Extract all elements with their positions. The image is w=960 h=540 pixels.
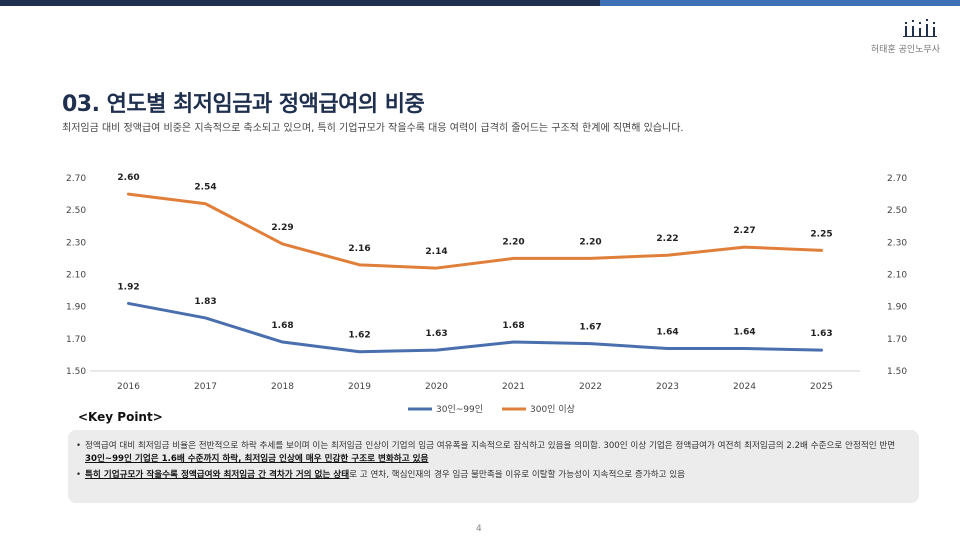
data-label: 2.22 <box>656 234 678 244</box>
y-tick-label-right: 2.10 <box>887 271 907 281</box>
y-tick-label-right: 2.70 <box>887 174 907 184</box>
data-label: 1.68 <box>271 321 293 331</box>
key-point-text: 정액급여 대비 최저임금 비율은 전반적으로 하락 추세를 보이며 이는 최저임… <box>85 441 896 451</box>
firm-name: 허태훈 공인노무사 <box>870 45 940 55</box>
data-label: 2.29 <box>271 223 293 233</box>
y-tick-label-right: 1.50 <box>887 367 907 377</box>
page-title: 03. 연도별 최저임금과 정액급여의 비중 <box>62 92 425 117</box>
y-tick-label-left: 1.50 <box>66 367 86 377</box>
y-tick-label-right: 1.90 <box>887 303 907 313</box>
data-label: 1.62 <box>348 331 370 341</box>
key-point-box: • 정액급여 대비 최저임금 비율은 전반적으로 하락 추세를 보이며 이는 최… <box>68 430 919 503</box>
x-tick-label: 2022 <box>579 382 602 392</box>
series-line-2 <box>127 192 823 270</box>
legend-label: 300인 이상 <box>530 404 575 415</box>
key-point-title: <Key Point> <box>78 410 163 424</box>
y-tick-label-left: 2.50 <box>66 206 86 216</box>
key-point-item-1: • 정액급여 대비 최저임금 비율은 전반적으로 하락 추세를 보이며 이는 최… <box>76 440 909 466</box>
data-label: 2.54 <box>194 183 216 193</box>
data-label: 2.20 <box>579 237 601 247</box>
data-label: 1.64 <box>733 327 755 337</box>
firm-logo-icon <box>903 19 937 37</box>
top-accent-bar-light <box>600 0 960 6</box>
data-label: 1.92 <box>117 282 139 292</box>
x-tick-label: 2017 <box>194 382 217 392</box>
data-label: 2.16 <box>348 244 370 254</box>
data-label: 1.63 <box>810 329 832 339</box>
page-number: 4 <box>476 524 482 534</box>
x-tick-label: 2024 <box>733 382 756 392</box>
legend-label: 30인~99인 <box>436 404 483 415</box>
data-label: 1.67 <box>579 323 601 333</box>
data-label: 1.63 <box>425 329 447 339</box>
x-tick-label: 2025 <box>810 382 833 392</box>
x-tick-label: 2020 <box>425 382 448 392</box>
data-label: 1.83 <box>194 297 216 307</box>
bullet: • <box>76 470 82 480</box>
x-tick-label: 2019 <box>348 382 371 392</box>
y-tick-label-left: 2.70 <box>66 174 86 184</box>
data-label: 2.14 <box>425 247 447 257</box>
line-chart: 2.70 2.70 2.50 2.50 2.30 2.30 2.10 2.10 1.90 1.90… <box>66 173 907 415</box>
data-label: 2.25 <box>810 229 832 239</box>
x-tick-label: 2018 <box>271 382 294 392</box>
y-tick-label-left: 2.10 <box>66 271 86 281</box>
data-label: 2.20 <box>502 237 524 247</box>
top-accent-bar-dark <box>0 0 600 6</box>
y-tick-label-left: 1.70 <box>66 335 86 345</box>
data-label: 1.64 <box>656 327 678 337</box>
x-tick-label: 2021 <box>502 382 525 392</box>
series-line-1 <box>127 301 823 354</box>
y-tick-label-right: 1.70 <box>887 335 907 345</box>
data-label: 2.27 <box>733 226 755 236</box>
data-label: 1.68 <box>502 321 524 331</box>
page-subtitle: 최저임금 대비 정액급여 비중은 지속적으로 축소되고 있으며, 특히 기업규모… <box>62 123 684 134</box>
y-tick-label-right: 2.50 <box>887 206 907 216</box>
key-point-item-2: • 특히 기업규모가 작을수록 정액급여와 최저임금 간 격차가 거의 없는 상… <box>76 469 909 482</box>
bullet: • <box>76 441 82 451</box>
key-point-emphasis: 특히 기업규모가 작을수록 정액급여와 최저임금 간 격차가 거의 없는 상태 <box>85 470 350 480</box>
x-tick-label: 2023 <box>656 382 679 392</box>
y-tick-label-left: 1.90 <box>66 303 86 313</box>
data-label: 2.60 <box>117 173 139 183</box>
key-point-emphasis: 30인~99인 기업은 1.6배 수준까지 하락, 최저임금 인상에 매우 민감… <box>85 454 429 464</box>
key-point-text: 로 고 연차, 핵심인재의 경우 임금 불만족을 이유로 이탈할 가능성이 지속… <box>349 470 686 480</box>
y-tick-label-right: 2.30 <box>887 238 907 248</box>
x-tick-label: 2016 <box>117 382 140 392</box>
y-tick-label-left: 2.30 <box>66 238 86 248</box>
